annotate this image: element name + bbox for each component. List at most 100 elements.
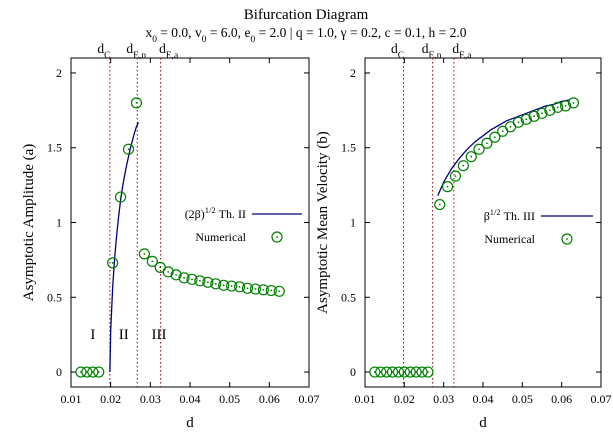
numerical-point	[536, 107, 548, 119]
numerical-point	[489, 131, 501, 143]
numerical-point	[75, 366, 87, 378]
numerical-point	[162, 266, 174, 278]
x-tick-label: 0.02	[100, 392, 121, 406]
theory-curve	[109, 122, 139, 373]
plot-frame	[70, 57, 310, 388]
figure-title: Bifurcation Diagram	[244, 7, 369, 23]
numerical-point	[202, 276, 214, 288]
x-tick-label: 0.06	[551, 392, 572, 406]
numerical-point	[170, 269, 182, 281]
subtitle-x-sub: 0	[152, 35, 157, 45]
figure-subtitle: x0 = 0.0, v0 = 6.0, e0 = 2.0 | q = 1.0, …	[145, 25, 466, 45]
legend-theory-sup: 1/2	[490, 207, 501, 217]
numerical-point	[226, 280, 238, 292]
numerical-point	[194, 275, 206, 287]
numerical-point	[392, 366, 405, 378]
subtitle-e-label: e	[244, 25, 250, 40]
numerical-point	[481, 137, 493, 149]
subtitle-v-val: = 6.0,	[206, 25, 244, 40]
y-tick-label: 0.5	[341, 290, 356, 304]
numerical-point	[218, 279, 230, 291]
numerical-point	[434, 198, 446, 211]
region-label: III	[152, 327, 167, 343]
subtitle-v-label: v	[195, 25, 202, 40]
numerical-point	[398, 366, 410, 378]
subtitle-v-sub: 0	[202, 35, 207, 45]
legend-numerical-swatch	[561, 233, 573, 245]
numerical-point	[87, 366, 99, 378]
legend-numerical-swatch	[271, 231, 283, 243]
numerical-point	[186, 273, 198, 285]
subtitle-x-val: = 0.0,	[157, 25, 195, 40]
critical-d-label: dE,n	[126, 41, 146, 61]
x-axis-label: d	[186, 415, 194, 431]
critical-d-label-sub: E,a	[166, 51, 179, 61]
numerical-point	[241, 282, 254, 294]
critical-d-label-main: d	[422, 41, 429, 56]
legend-theory-rest: Th. II	[216, 207, 246, 221]
x-tick-label: 0.02	[394, 392, 415, 406]
x-tick-label: 0.04	[473, 392, 494, 406]
numerical-point	[416, 366, 428, 378]
region-label: I	[90, 327, 95, 343]
left-panel-amplitude: 0.01 0.02 0.03 0.04 0.05 0.06 0.07 0 0.5 1 1.5 2 d As…	[21, 41, 320, 431]
legend: β1/2 Th. III Numerical	[484, 207, 593, 246]
numerical-point	[233, 281, 246, 293]
critical-d-label-sub: E,a	[459, 51, 472, 61]
y-tick-label: 0	[56, 365, 62, 379]
x-tick-label: 0.01	[355, 392, 376, 406]
subtitle-x-label: x	[145, 25, 152, 40]
critical-d-label-main: d	[97, 41, 104, 56]
numerical-point	[544, 104, 556, 116]
legend-numerical-label: Numerical	[195, 230, 246, 244]
numerical-point	[404, 366, 416, 378]
y-tick-label: 1.5	[47, 141, 62, 155]
numerical-point	[473, 143, 485, 155]
critical-d-label-sub: E,n	[133, 51, 146, 61]
critical-d-label-sub: C	[104, 51, 110, 61]
numerical-point	[465, 151, 477, 163]
numerical-point	[512, 116, 525, 128]
legend-theory-main: β	[484, 209, 490, 223]
critical-d-label-main: d	[126, 41, 133, 56]
y-tick-label: 0.5	[47, 290, 62, 304]
numerical-point	[138, 248, 150, 260]
region-label: II	[119, 327, 129, 343]
numerical-point	[93, 366, 105, 378]
right-panel-mean-velocity: 0.01 0.02 0.03 0.04 0.05 0.06 0.07 0 0.5 1 1.5 2 d As…	[315, 41, 612, 431]
x-tick-label: 0.07	[591, 392, 612, 406]
numerical-point	[375, 366, 387, 378]
numerical-point	[410, 366, 422, 378]
numerical-point	[442, 181, 454, 193]
x-tick-label: 0.04	[180, 392, 201, 406]
numerical-point	[107, 257, 119, 269]
numerical-point	[146, 255, 158, 267]
numerical-point	[122, 143, 135, 155]
legend-theory-label: (2β)1/2 Th. II	[185, 205, 246, 221]
numerical-point	[114, 191, 127, 203]
critical-d-label: dE,n	[422, 41, 442, 61]
critical-d-label-main: d	[391, 41, 398, 56]
numerical-point	[449, 170, 462, 182]
x-axis-label: d	[479, 415, 487, 431]
x-tick-label: 0.05	[512, 392, 533, 406]
y-tick-label: 1	[350, 216, 356, 230]
x-tick-label: 0.03	[140, 392, 161, 406]
numerical-point	[130, 97, 143, 109]
numerical-point	[520, 113, 532, 125]
numerical-point	[273, 285, 285, 297]
critical-d-label: dC	[97, 41, 110, 61]
x-tick-label: 0.07	[299, 392, 320, 406]
y-tick-label: 2	[56, 66, 62, 80]
numerical-point	[369, 366, 381, 378]
y-tick-label: 2	[350, 66, 356, 80]
legend-numerical-label: Numerical	[484, 232, 535, 246]
y-axis-label: Asymptotic Mean Velocity (b)	[315, 131, 331, 314]
y-axis-label: Asymptotic Amplitude (a)	[21, 144, 37, 301]
x-tick-label: 0.03	[433, 392, 454, 406]
x-tick-label: 0.06	[259, 392, 280, 406]
legend-theory-rest: Th. III	[501, 209, 535, 223]
critical-d-label: dC	[391, 41, 404, 61]
critical-d-label: dE,a	[452, 41, 472, 61]
numerical-point	[257, 284, 269, 296]
